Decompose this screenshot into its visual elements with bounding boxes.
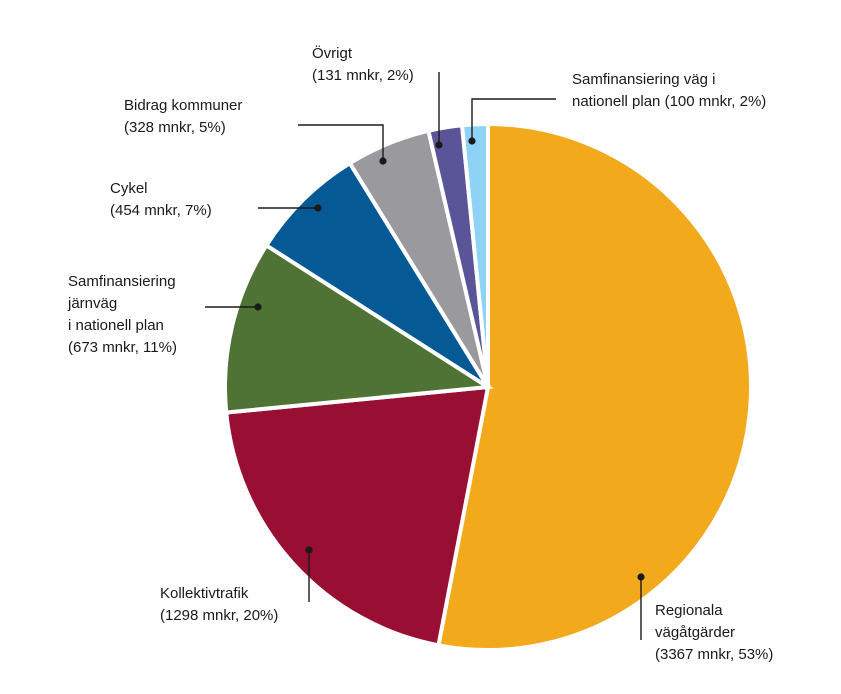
pie-slice-cykel: [263, 160, 490, 389]
slice-label-line: (1298 mnkr, 20%): [160, 607, 278, 624]
leader-dot-regionala-vagatgarder: [637, 573, 645, 581]
slice-label-line: Övrigt: [312, 44, 353, 62]
leader-dot-kollektivtrafik: [305, 546, 313, 554]
slice-labels: Regionala vägåtgärder (3367 mnkr, 53%) Koll…: [67, 44, 773, 663]
slice-label-line: (131 mnkr, 2%): [312, 67, 414, 84]
slice-label-line: järnväg: [67, 295, 117, 312]
pie-slice-regionala-vagatgarder: [436, 121, 753, 652]
slice-label-regionala-vagatgarder: Regionala vägåtgärder (3367 mnkr, 53%): [655, 602, 773, 663]
leader-lines: [205, 72, 645, 640]
leader-dot-ovrigt: [435, 141, 443, 149]
slice-label-line: Kollektivtrafik: [160, 585, 249, 602]
slice-label-line: i nationell plan: [68, 317, 164, 334]
slice-label-cykel: Cykel (454 mnkr, 7%): [110, 180, 212, 219]
slice-label-ovrigt: Övrigt (131 mnkr, 2%): [312, 44, 414, 84]
leader-dot-samfinansiering-jarnvag-i-nationell-plan: [254, 303, 262, 311]
pie-slice-kollektivtrafik: [224, 384, 491, 648]
leader-line-samfinansiering-vag-i-nationell-plan: [471, 98, 556, 141]
leader-dot-bidrag-kommuner: [379, 157, 387, 165]
slice-label-line: vägåtgärder: [655, 624, 735, 641]
pie-slices: [223, 121, 753, 652]
slice-label-samfinansiering-jarnvag-i-nationell-plan: Samfinansiering järnväg i nationell plan (6…: [67, 273, 177, 356]
slice-label-line: (454 mnkr, 7%): [110, 202, 212, 219]
slice-label-line: (328 mnkr, 5%): [124, 119, 226, 136]
pie-slice-samfinansiering-jarnvag-i-nationell-plan: [223, 242, 494, 415]
slice-label-samfinansiering-vag-i-nationell-plan: Samfinansiering väg i nationell plan (100…: [572, 71, 766, 110]
slice-label-line: (673 mnkr, 11%): [68, 339, 177, 356]
slice-label-line: Regionala: [655, 602, 723, 619]
slice-label-line: Cykel: [110, 180, 148, 197]
slice-label-line: nationell plan (100 mnkr, 2%): [572, 93, 766, 110]
slice-label-kollektivtrafik: Kollektivtrafik (1298 mnkr, 20%): [160, 585, 278, 624]
slice-label-line: Samfinansiering: [68, 273, 176, 290]
slice-label-line: Samfinansiering väg i: [572, 71, 715, 88]
leader-line-bidrag-kommuner: [298, 124, 384, 161]
slice-label-line: (3367 mnkr, 53%): [655, 646, 773, 663]
leader-dot-cykel: [314, 204, 322, 212]
slice-label-line: Bidrag kommuner: [124, 97, 242, 114]
slice-label-bidrag-kommuner: Bidrag kommuner (328 mnkr, 5%): [124, 97, 242, 136]
pie-slice-samfinansiering-vag-i-nationell-plan: [459, 121, 490, 388]
leader-dot-samfinansiering-vag-i-nationell-plan: [468, 137, 476, 145]
